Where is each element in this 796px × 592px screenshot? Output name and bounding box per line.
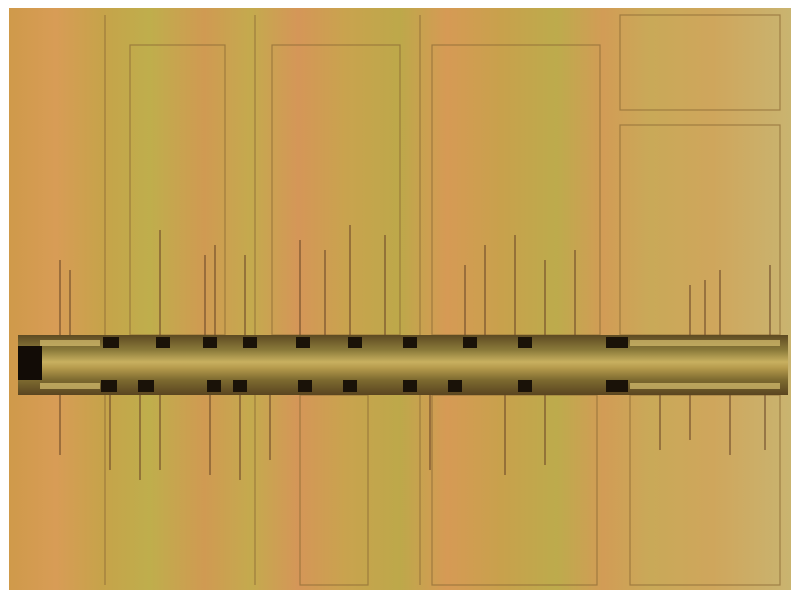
fingers [59,225,771,480]
channel-highlights [40,340,780,389]
contacts-bottom [101,380,628,392]
end-pad [18,346,42,380]
contacts-top [103,337,628,348]
